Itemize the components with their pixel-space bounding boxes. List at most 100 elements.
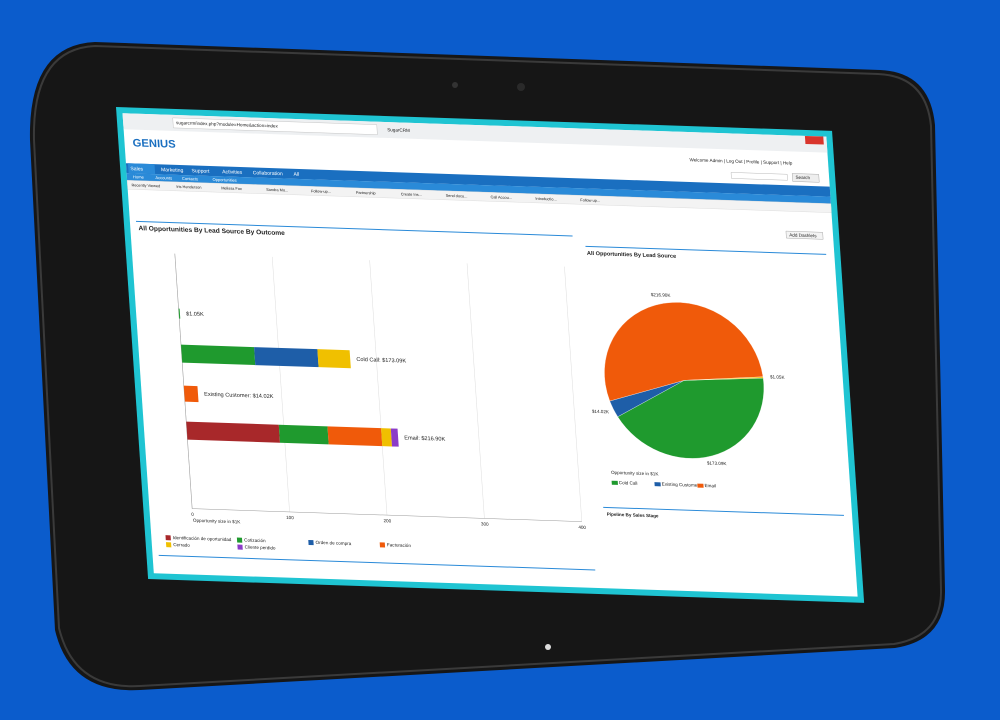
legend-swatch bbox=[165, 535, 171, 541]
grid-line bbox=[466, 263, 485, 519]
bar-segment bbox=[183, 385, 199, 403]
tab[interactable]: Collaboration bbox=[253, 170, 284, 177]
x-tick-label: 400 bbox=[578, 525, 586, 530]
legend-label: Existing Customer bbox=[662, 482, 700, 488]
shortcut-bar bbox=[126, 180, 832, 213]
x-axis-label: Opportunity size in $1K bbox=[193, 518, 241, 525]
dashlet-rule bbox=[135, 220, 573, 237]
pie-value-label: $14.02K bbox=[592, 409, 609, 415]
grid-line bbox=[564, 266, 583, 522]
bar-chart-title: All Opportunities By Lead Source By Outc… bbox=[138, 225, 285, 237]
axis bbox=[192, 508, 582, 522]
bar-segment bbox=[317, 349, 351, 369]
dashlet-rule bbox=[603, 506, 844, 516]
grid-line bbox=[271, 256, 290, 512]
tab[interactable]: Marketing bbox=[161, 167, 184, 174]
bar-segment bbox=[254, 347, 319, 368]
tab[interactable]: Activities bbox=[222, 169, 243, 176]
tab[interactable]: Sales bbox=[130, 166, 144, 172]
search-box[interactable] bbox=[730, 172, 788, 181]
shortcut[interactable]: Follow-up... bbox=[311, 189, 331, 194]
x-tick-label: 200 bbox=[383, 518, 391, 523]
shortcut[interactable]: Send docu... bbox=[446, 194, 468, 199]
subtab[interactable]: Contacts bbox=[182, 176, 198, 181]
bar-segment bbox=[181, 344, 256, 366]
bottom-dashlet-title: Pipeline By Sales Stage bbox=[607, 512, 660, 519]
add-dashlets-label[interactable]: Add Dashlets bbox=[789, 232, 817, 238]
pie-slice bbox=[617, 377, 764, 459]
grid-line bbox=[369, 260, 388, 516]
pie-value-label: $216.90K bbox=[651, 292, 671, 298]
shortcut[interactable]: Sandra Mo... bbox=[266, 188, 288, 193]
legend-swatch bbox=[697, 483, 704, 488]
window-close[interactable] bbox=[804, 135, 824, 145]
shortcut[interactable]: Create Ins... bbox=[401, 192, 422, 197]
subtab-bar bbox=[126, 173, 831, 204]
pie-chart-title: All Opportunities By Lead Source bbox=[587, 251, 677, 260]
legend-label: Cerrado bbox=[173, 542, 190, 548]
bar-label: Email: $216.90K bbox=[404, 435, 446, 442]
subtab[interactable]: Accounts bbox=[155, 175, 172, 181]
legend-label: Identificación de oportunidad bbox=[173, 535, 232, 542]
pie-value-label: $1.05K bbox=[770, 374, 785, 379]
shortcut[interactable]: Iris Henderson bbox=[176, 185, 201, 190]
legend-swatch bbox=[654, 482, 661, 487]
legend-label: Facturación bbox=[387, 542, 412, 548]
legend-swatch bbox=[165, 542, 172, 548]
bar-segment bbox=[381, 428, 393, 447]
bar-label: $1.05K bbox=[186, 311, 204, 318]
shortcut[interactable]: Call Accou... bbox=[490, 195, 512, 200]
dashlet-rule bbox=[158, 554, 596, 571]
x-tick-label: 100 bbox=[286, 515, 294, 520]
url-box bbox=[172, 117, 378, 135]
bar-label: Cold Call: $173.09K bbox=[356, 357, 406, 365]
tab-bar bbox=[125, 163, 831, 197]
screen: sugarcrm/index.php?module=Home&action=in… bbox=[116, 107, 865, 603]
bar-label: Existing Customer: $14.02K bbox=[204, 392, 274, 400]
shortcut[interactable]: Introductio... bbox=[535, 197, 557, 202]
subtab[interactable]: Opportunities bbox=[212, 177, 237, 183]
shortcut[interactable]: Melissa Fox bbox=[221, 186, 242, 191]
bar-segment bbox=[278, 424, 329, 445]
tablet-edge bbox=[32, 44, 943, 688]
legend-swatch bbox=[236, 537, 243, 543]
axis bbox=[174, 253, 193, 509]
legend-label: Email bbox=[704, 483, 716, 488]
shortcut[interactable]: Partnership bbox=[356, 191, 376, 196]
pie-value-label: $173.09K bbox=[707, 461, 727, 467]
legend-label: Cliente perdido bbox=[244, 545, 276, 551]
bar-segment bbox=[390, 428, 399, 447]
pie-slice bbox=[604, 302, 764, 402]
shortcut[interactable]: Follow up... bbox=[580, 198, 600, 203]
camera bbox=[452, 82, 458, 88]
logo: GENIUS bbox=[132, 137, 176, 150]
bar-segment bbox=[186, 421, 281, 443]
tab[interactable]: Support bbox=[191, 168, 210, 175]
legend-swatch bbox=[237, 544, 243, 550]
dashlet-rule bbox=[585, 245, 827, 255]
search-button-label[interactable]: Search bbox=[795, 175, 810, 180]
search-button[interactable] bbox=[791, 173, 820, 183]
legend-swatch bbox=[308, 539, 314, 546]
pie-caption: Opportunity size in $1K bbox=[611, 470, 659, 477]
legend-label: Cotización bbox=[244, 538, 266, 544]
pie-slice bbox=[684, 376, 764, 381]
legend-swatch bbox=[611, 480, 618, 485]
screen-page bbox=[122, 113, 858, 597]
x-tick-label: 300 bbox=[481, 521, 489, 526]
x-tick-label: 0 bbox=[191, 512, 194, 517]
browser-tab[interactable]: SugarCRM bbox=[387, 127, 410, 133]
bar-segment bbox=[178, 308, 181, 319]
add-dashlets-button[interactable] bbox=[785, 230, 824, 240]
subtab[interactable]: Home bbox=[133, 174, 145, 179]
home-dot bbox=[545, 644, 551, 650]
legend-swatch bbox=[379, 542, 386, 548]
shortcut[interactable]: Recently Viewed bbox=[131, 183, 160, 188]
legend-label: Orden de compra bbox=[315, 540, 351, 546]
url: sugarcrm/index.php?module=Home&action=in… bbox=[176, 120, 279, 128]
bar-segment bbox=[327, 426, 383, 447]
tab[interactable]: All bbox=[293, 172, 299, 178]
user-links[interactable]: Welcome Admin | Log Out | Profile | Supp… bbox=[689, 157, 793, 165]
camera bbox=[517, 83, 525, 91]
